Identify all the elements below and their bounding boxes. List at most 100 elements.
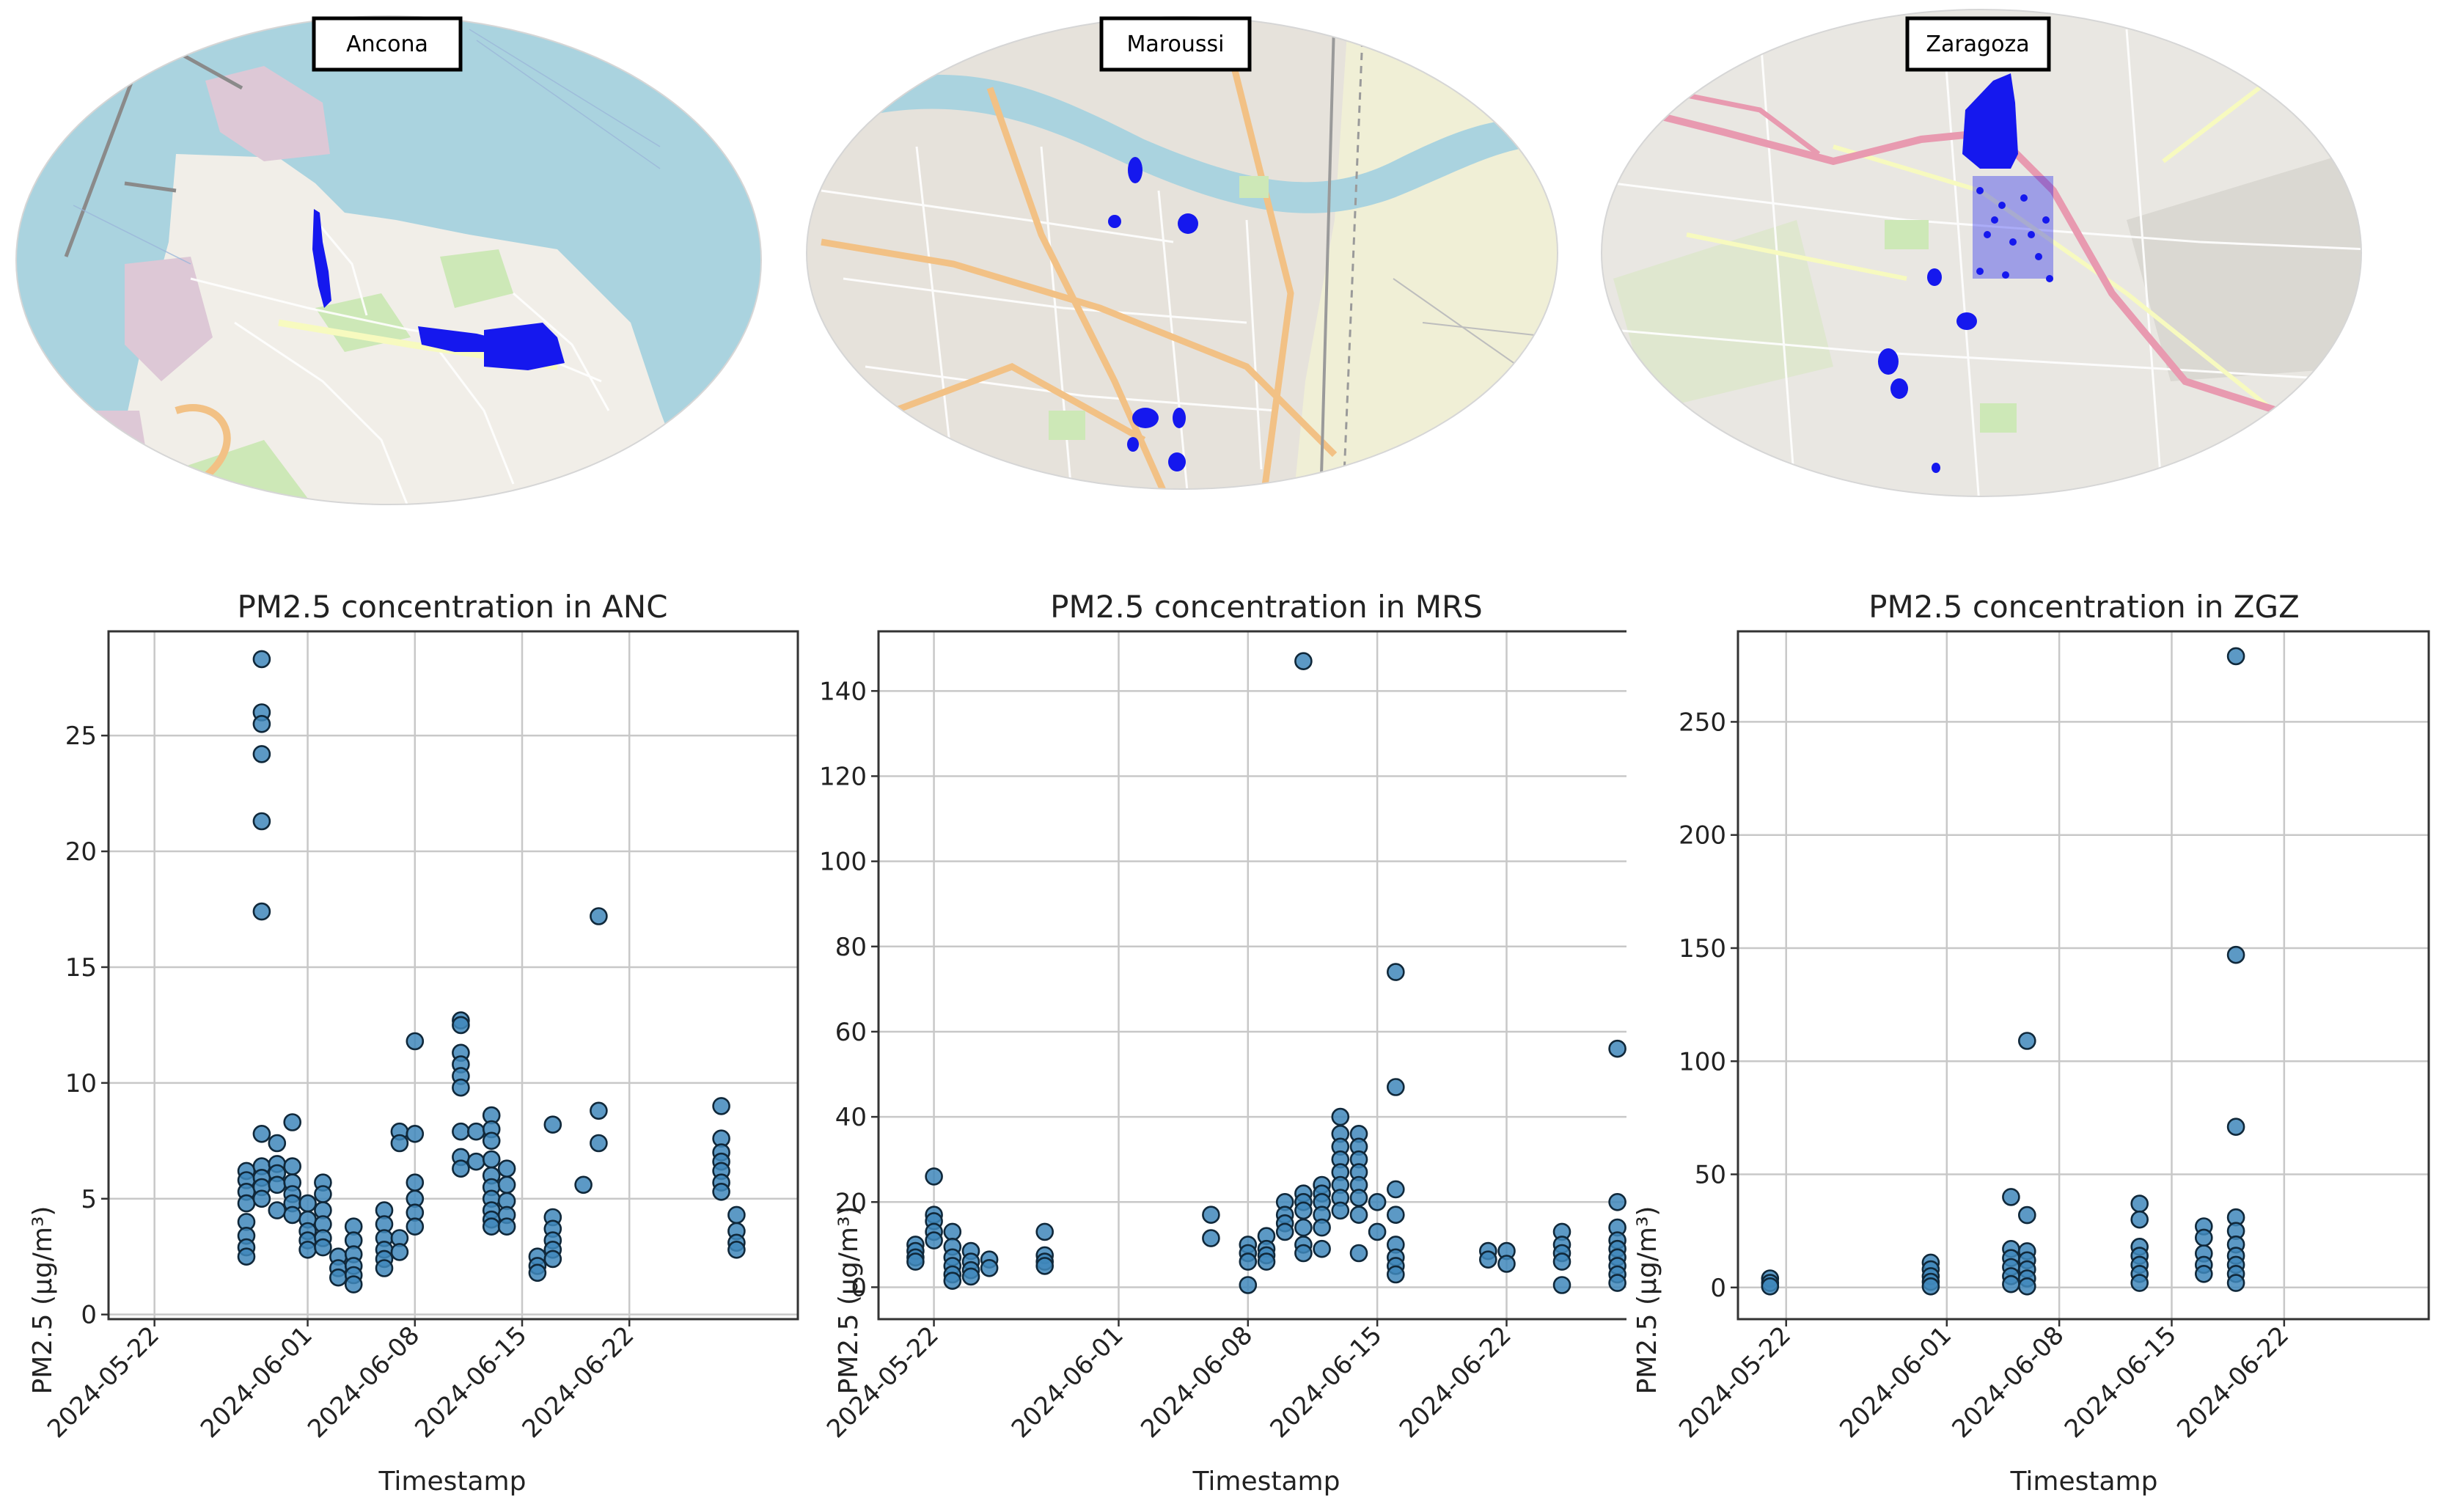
data-point — [2130, 1274, 2149, 1292]
data-points — [237, 650, 746, 1293]
data-point — [1239, 1276, 1258, 1294]
chart-zgz: PM2.5 concentration in ZGZ PM2.5 (µg/m³)… — [1632, 589, 2430, 1497]
chart-title: PM2.5 concentration in ZGZ — [1868, 589, 2300, 625]
map-label-box — [1099, 16, 1252, 72]
data-point — [406, 1217, 425, 1236]
grid-lines — [879, 631, 1626, 1319]
map-ancona: Ancona — [15, 15, 762, 505]
plot-frame — [107, 630, 799, 1321]
data-point — [961, 1267, 980, 1286]
data-point — [283, 1157, 302, 1175]
data-point — [406, 1032, 425, 1051]
map-maroussi: Maroussi — [806, 16, 1558, 490]
data-point — [943, 1271, 962, 1291]
data-point — [2226, 1118, 2245, 1137]
data-point — [237, 1247, 256, 1266]
data-point — [1294, 1218, 1313, 1237]
plot-frame — [877, 630, 1626, 1321]
y-tick-label: 60 — [835, 1018, 867, 1047]
data-point — [543, 1115, 562, 1134]
data-point — [329, 1268, 348, 1287]
map-label-box — [1905, 16, 2051, 72]
y-tick-label: 20 — [835, 1188, 867, 1217]
x-axis-label: Timestamp — [2010, 1467, 2158, 1497]
data-point — [1239, 1252, 1258, 1271]
data-point — [268, 1134, 287, 1153]
data-point — [252, 902, 271, 921]
data-point — [1257, 1252, 1276, 1271]
data-point — [1294, 1201, 1313, 1220]
x-tick-label: 2024-06-22 — [2171, 1321, 2295, 1444]
x-tick-label: 2024-06-08 — [1135, 1321, 1258, 1444]
data-points — [1761, 647, 2245, 1296]
data-point — [2017, 1032, 2036, 1050]
data-point — [943, 1222, 962, 1241]
data-point — [452, 1078, 470, 1097]
x-tick-label: 2024-05-22 — [42, 1321, 165, 1444]
y-tick-label: 250 — [1679, 708, 1726, 737]
x-tick-label: 2024-06-15 — [1265, 1321, 1388, 1444]
x-tick-label: 2024-06-15 — [2059, 1321, 2182, 1444]
y-axis-label: PM2.5 (µg/m³) — [28, 1206, 58, 1395]
x-tick-label: 2024-06-15 — [409, 1321, 532, 1444]
data-point — [1386, 1180, 1405, 1199]
data-point — [1368, 1192, 1387, 1211]
y-tick-label: 80 — [835, 933, 867, 962]
data-point — [2130, 1194, 2149, 1213]
data-point — [482, 1131, 501, 1150]
y-tick-label: 150 — [1679, 934, 1726, 964]
data-point — [452, 1016, 470, 1035]
y-tick-label: 200 — [1679, 821, 1726, 851]
data-point — [268, 1201, 287, 1219]
data-point — [298, 1194, 317, 1213]
data-point — [252, 812, 271, 831]
data-point — [1349, 1244, 1368, 1263]
data-point — [1386, 1265, 1405, 1284]
data-point — [497, 1175, 516, 1194]
data-point — [2226, 945, 2245, 964]
data-point — [252, 1189, 271, 1208]
data-point — [252, 715, 271, 733]
y-tick-label: 15 — [65, 953, 97, 983]
chart-mrs: PM2.5 concentration in MRS PM2.5 (µg/m³)… — [819, 589, 1626, 1497]
y-axis-label: PM2.5 (µg/m³) — [834, 1206, 864, 1395]
data-point — [1349, 1189, 1368, 1207]
chart-anc: PM2.5 concentration in ANC PM2.5 (µg/m³)… — [28, 589, 799, 1497]
map-panels: Ancona — [15, 9, 2362, 505]
y-ticks: 0 20 40 60 80 100 120 140 — [819, 677, 879, 1302]
x-tick-label: 2024-06-01 — [1006, 1321, 1129, 1444]
ancona-gps-tracks — [312, 209, 565, 370]
data-point — [497, 1217, 516, 1236]
data-point — [1368, 1222, 1387, 1241]
x-axis-label: Timestamp — [378, 1467, 527, 1497]
data-point — [1497, 1255, 1516, 1273]
data-point — [1313, 1218, 1331, 1237]
data-point — [980, 1258, 999, 1277]
data-point — [1761, 1277, 1780, 1296]
data-point — [497, 1159, 516, 1178]
data-point — [314, 1185, 332, 1203]
data-point — [590, 1101, 608, 1120]
data-point — [1035, 1257, 1055, 1275]
x-tick-label: 2024-05-22 — [1673, 1321, 1797, 1444]
data-point — [298, 1240, 317, 1259]
data-point — [1552, 1252, 1571, 1271]
data-point — [1202, 1229, 1220, 1247]
data-point — [1608, 1274, 1626, 1292]
data-point — [237, 1194, 256, 1213]
data-point — [1275, 1222, 1294, 1241]
data-point — [1608, 1039, 1626, 1058]
x-tick-label: 2024-06-01 — [1834, 1321, 1957, 1444]
data-point — [2226, 1274, 2245, 1292]
data-point — [1331, 1201, 1350, 1220]
data-point — [727, 1205, 746, 1225]
data-point — [390, 1243, 409, 1261]
data-point — [268, 1175, 287, 1194]
data-point — [712, 1097, 730, 1115]
data-point — [252, 1124, 271, 1143]
y-tick-label: 0 — [81, 1301, 97, 1330]
data-point — [2017, 1205, 2036, 1225]
data-point — [1349, 1205, 1368, 1225]
